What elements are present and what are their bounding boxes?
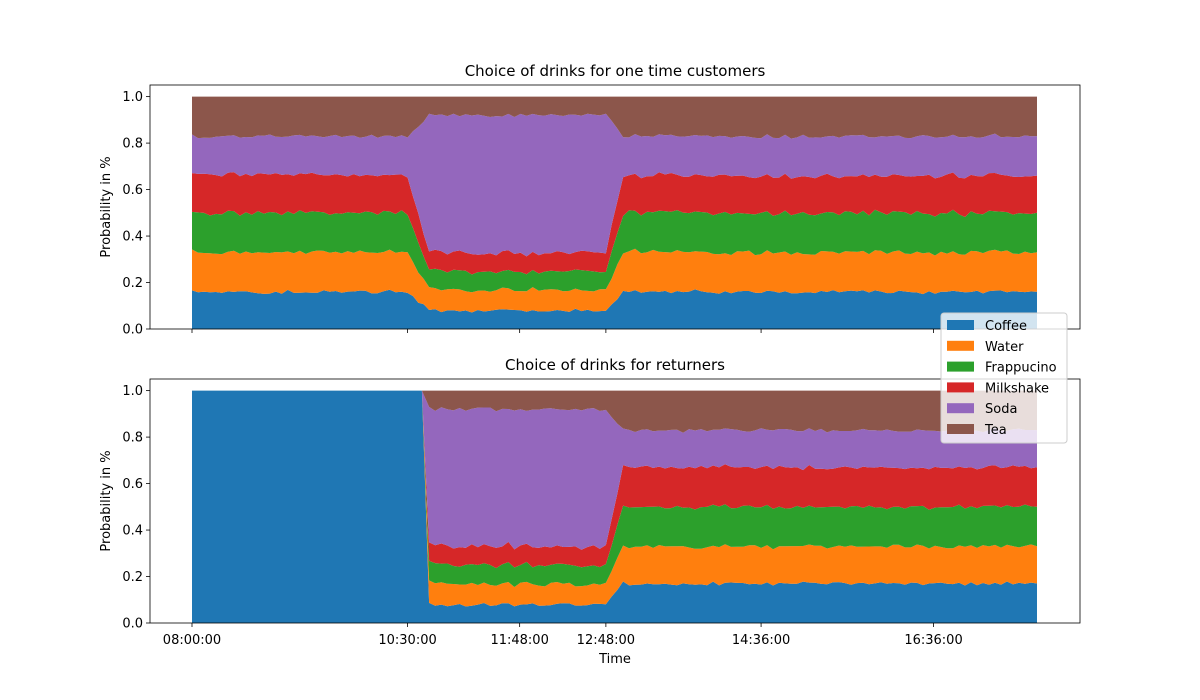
legend-swatch-coffee [947, 320, 974, 330]
area-soda-bottom [192, 390, 1037, 550]
top-title: Choice of drinks for one time customers [465, 62, 766, 80]
y-tick-label: 0.6 [122, 477, 143, 492]
area-tea-bottom [192, 390, 1037, 433]
area-milkshake-top [192, 172, 1037, 275]
y-tick-label: 0.4 [122, 524, 143, 539]
y-tick-label: 0.2 [122, 570, 143, 585]
area-water-top [192, 248, 1037, 313]
legend-swatch-soda [947, 403, 974, 414]
y-tick-label: 0.6 [122, 183, 143, 198]
x-tick-label: 16:36:00 [904, 633, 962, 648]
x-tick-label: 10:30:00 [378, 633, 436, 648]
top-ylabel: Probability in % [99, 156, 114, 257]
legend-label-tea: Tea [984, 423, 1007, 438]
axes-frame [149, 378, 1081, 624]
x-tick-label: 12:48:00 [577, 633, 635, 648]
legend-label-water: Water [985, 340, 1024, 355]
top-panel: Choice of drinks for one time customers … [99, 62, 1081, 338]
bottom-xlabel: Time [598, 652, 631, 667]
y-tick-label: 0.8 [122, 431, 143, 446]
legend-swatch-frappucino [947, 361, 974, 372]
bottom-title: Choice of drinks for returners [505, 356, 725, 374]
bottom-panel: Choice of drinks for returners Probabili… [99, 356, 1081, 667]
y-tick-label: 0.0 [122, 323, 143, 338]
area-water-bottom [192, 390, 1037, 607]
legend-label-soda: Soda [985, 402, 1017, 417]
area-frappucino-top [192, 209, 1037, 293]
top-plot-area: 0.0 0.2 0.4 0.6 0.8 1.0 [122, 84, 1081, 338]
legend-label-frappucino: Frappucino [985, 361, 1057, 376]
legend-label-coffee: Coffee [985, 319, 1027, 334]
legend-swatch-tea [947, 424, 974, 434]
y-tick-label: 1.0 [122, 384, 143, 399]
y-tick-label: 1.0 [122, 90, 143, 105]
bottom-ylabel: Probability in % [99, 450, 114, 551]
area-milkshake-bottom [192, 390, 1037, 569]
legend-label-milkshake: Milkshake [985, 381, 1049, 396]
y-tick-label: 0.0 [122, 617, 143, 632]
legend-swatch-water [947, 340, 974, 351]
x-tick-label: 14:36:00 [732, 633, 790, 648]
bottom-plot-area: 0.0 0.2 0.4 0.6 0.8 1.0 08:00:00 10:30:00 11:48:… [122, 378, 1081, 648]
x-tick-label: 08:00:00 [163, 633, 221, 648]
x-tick-label: 11:48:00 [490, 633, 548, 648]
y-tick-label: 0.2 [122, 276, 143, 291]
y-tick-label: 0.8 [122, 137, 143, 152]
legend: Coffee Water Frappucino Milkshake Soda Tea [940, 312, 1068, 444]
area-tea-top [192, 96, 1037, 139]
axes-frame [149, 84, 1081, 330]
area-soda-top [192, 113, 1037, 257]
area-coffee-bottom [192, 390, 1037, 623]
area-frappucino-bottom [192, 390, 1037, 587]
y-tick-label: 0.4 [122, 230, 143, 245]
area-coffee-top [192, 289, 1037, 329]
legend-swatch-milkshake [947, 382, 974, 393]
